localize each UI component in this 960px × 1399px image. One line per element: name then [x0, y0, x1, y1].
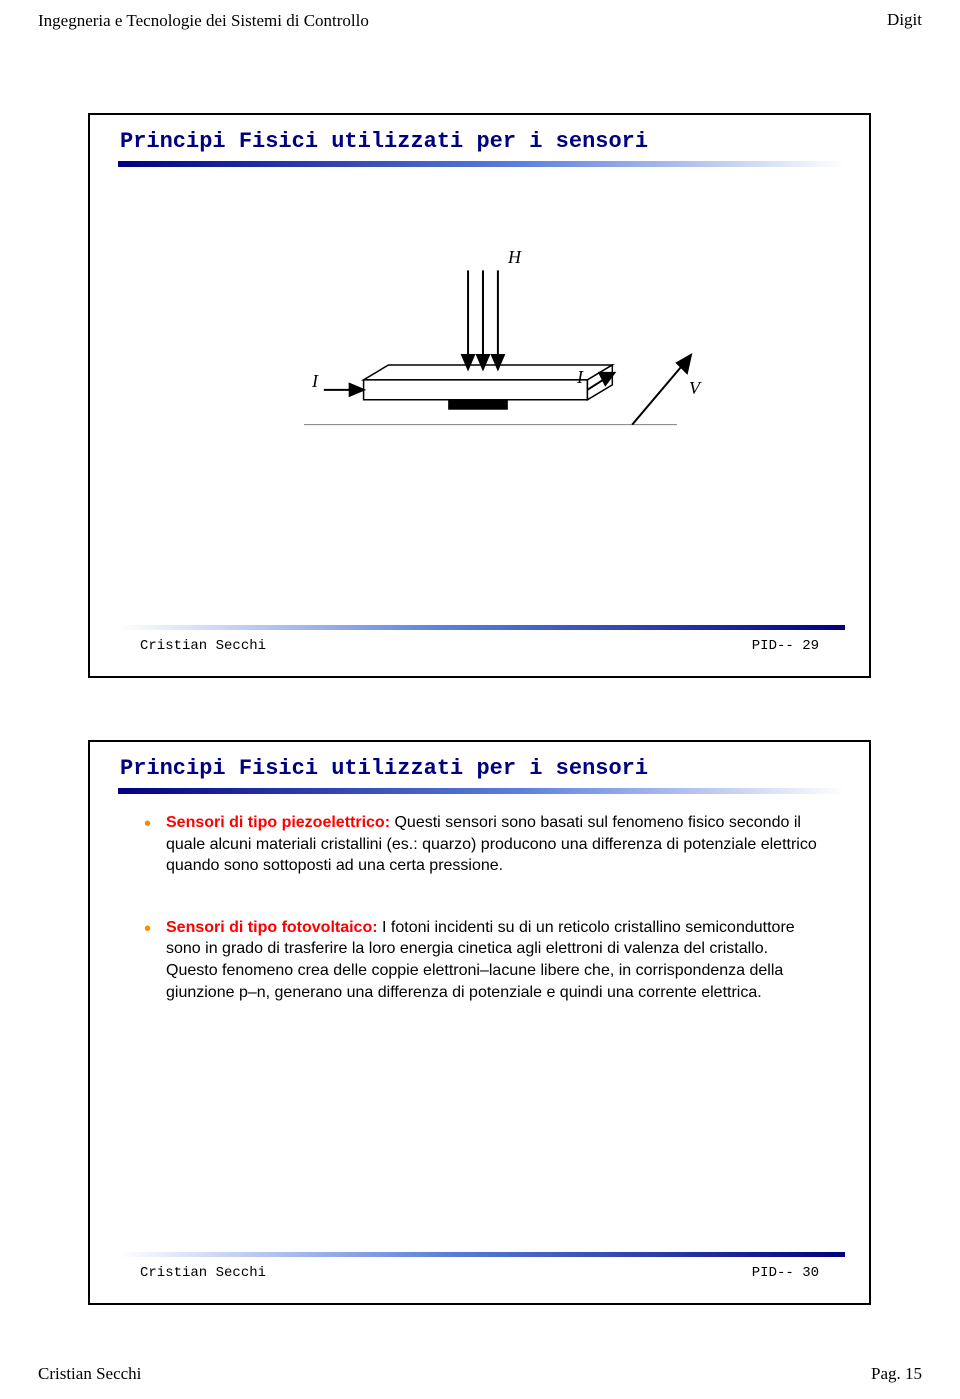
header-course: Ingegneria e Tecnologie dei Sistemi di C…: [38, 10, 369, 32]
slide-2-title: Principi Fisici utilizzati per i sensori: [120, 756, 648, 781]
footer-left: Cristian Secchi: [38, 1364, 141, 1384]
slide-1-title: Principi Fisici utilizzati per i sensori: [120, 129, 648, 154]
page-header: Ingegneria e Tecnologie dei Sistemi di C…: [38, 10, 922, 32]
header-right: Digit: [887, 10, 922, 32]
bullet-piezoelettrico: Sensori di tipo piezoelettrico: Questi s…: [138, 812, 821, 877]
slide-1-title-underline: [118, 161, 845, 167]
page-footer: Cristian Secchi Pag. 15: [38, 1364, 922, 1384]
slide-1-page: PID-- 29: [752, 638, 819, 654]
slide-2-page: PID-- 30: [752, 1265, 819, 1281]
bullet-2-label: Sensori di tipo fotovoltaico:: [166, 919, 378, 936]
slide-2-title-underline: [118, 788, 845, 794]
label-H: H: [508, 247, 521, 268]
slide-1: Principi Fisici utilizzati per i sensori: [88, 113, 871, 678]
slide-2-bullets: Sensori di tipo piezoelettrico: Questi s…: [138, 812, 821, 1043]
slide-1-footer-line: [118, 625, 845, 630]
footer-right: Pag. 15: [871, 1364, 922, 1384]
slide-2-author: Cristian Secchi: [140, 1265, 266, 1281]
slide-1-author: Cristian Secchi: [140, 638, 266, 654]
label-I-left: I: [312, 371, 318, 392]
label-I-right: I: [577, 367, 583, 388]
slide-2-footer-line: [118, 1252, 845, 1257]
hall-effect-diagram: H I I V: [90, 215, 869, 495]
label-V: V: [689, 378, 700, 399]
bullet-1-label: Sensori di tipo piezoelettrico:: [166, 814, 390, 831]
bullet-fotovoltaico: Sensori di tipo fotovoltaico: I fotoni i…: [138, 917, 821, 1003]
slide-2: Principi Fisici utilizzati per i sensori…: [88, 740, 871, 1305]
